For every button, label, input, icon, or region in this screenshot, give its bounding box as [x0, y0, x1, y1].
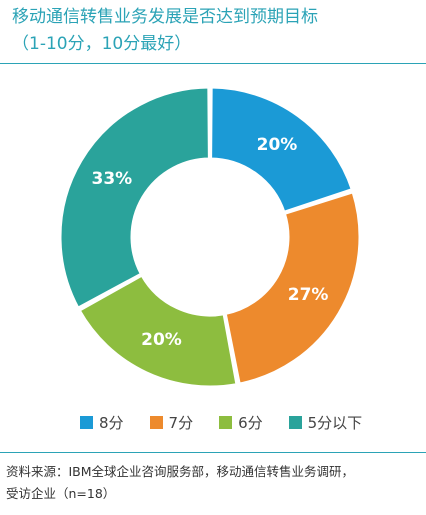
legend-item-3: 6分 [219, 412, 263, 433]
legend-label: 8分 [99, 414, 124, 432]
chart-title-line-2: （1-10分，10分最好） [12, 34, 192, 54]
legend-swatch [80, 416, 93, 429]
slice-label-2: 27% [288, 285, 329, 305]
donut-slice-3 [77, 273, 239, 389]
donut-slice-labels: 20% 27% 20% 33% [92, 135, 329, 350]
donut-slice-2 [223, 189, 362, 386]
source-note-line-1: 资料来源：IBM全球企业咨询服务部，移动通信转售业务调研， [6, 464, 355, 479]
bottom-divider [0, 452, 426, 453]
source-note: 资料来源：IBM全球企业咨询服务部，移动通信转售业务调研， 受访企业（n=18） [6, 461, 420, 505]
donut-slice-4 [58, 85, 211, 311]
source-note-line-2: 受访企业（n=18） [6, 486, 116, 501]
donut-chart: 20% 27% 20% 33% [58, 85, 362, 389]
legend-item-4: 5分以下 [288, 412, 363, 433]
legend-item-2: 7分 [149, 412, 194, 433]
chart-title: 移动通信转售业务发展是否达到预期目标 （1-10分，10分最好） [12, 4, 412, 58]
legend-label: 7分 [168, 414, 194, 432]
slice-label-4: 33% [92, 169, 133, 189]
chart-legend: 8分 7分 6分 5分以下 [80, 412, 362, 433]
donut-slices [58, 85, 362, 389]
legend-swatch [288, 416, 302, 429]
slice-label-3: 20% [141, 330, 182, 350]
legend-label: 6分 [238, 414, 263, 432]
donut-slice-1 [209, 85, 355, 215]
chart-title-line-1: 移动通信转售业务发展是否达到预期目标 [12, 7, 318, 27]
top-divider [0, 63, 426, 64]
legend-item-1: 8分 [80, 412, 124, 433]
legend-swatch [219, 416, 233, 429]
legend-label: 5分以下 [307, 414, 363, 432]
legend-swatch [149, 416, 163, 429]
slice-label-1: 20% [257, 135, 298, 155]
